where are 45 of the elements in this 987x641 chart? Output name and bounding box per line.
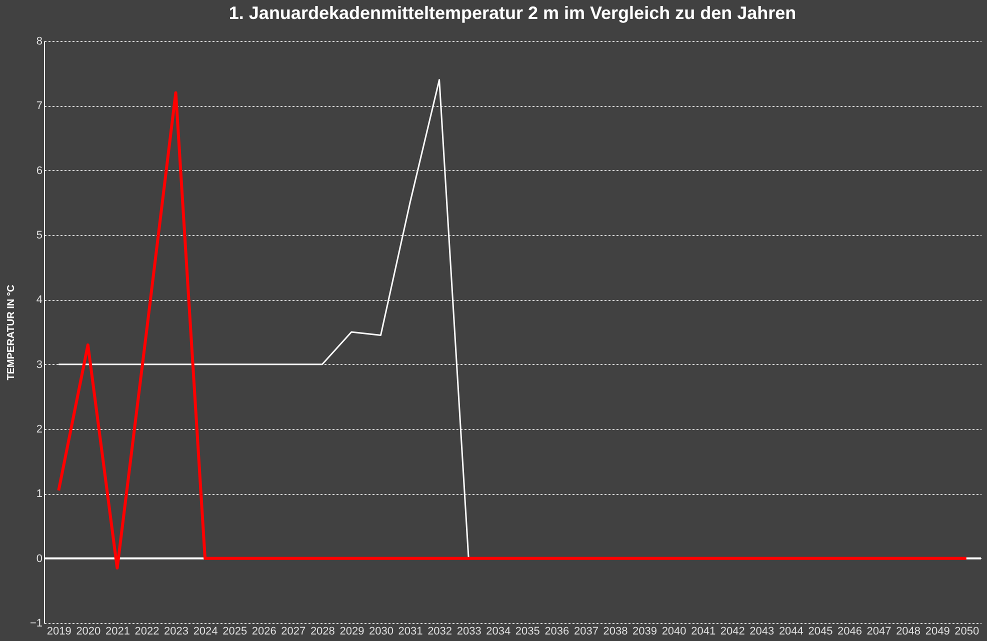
y-tick-label: 2 <box>36 424 42 436</box>
y-tick-label: −1 <box>30 618 42 630</box>
y-tick-label: 8 <box>36 36 42 48</box>
x-tick-label: 2045 <box>808 626 833 638</box>
y-tick-label: 6 <box>36 164 42 177</box>
y-tick-label: 0 <box>36 552 42 565</box>
y-axis-title: TEMPERATUR IN °C <box>6 284 17 380</box>
x-tick-label: 2028 <box>310 626 335 638</box>
y-tick-label: 4 <box>36 294 42 306</box>
x-tick-label: 2031 <box>398 626 423 638</box>
x-tick-label: 2044 <box>778 626 804 638</box>
x-tick-label: 2034 <box>486 626 511 638</box>
x-tick-label: 2036 <box>544 626 570 638</box>
y-tick-label: 5 <box>36 230 42 242</box>
y-tick-label: 7 <box>36 100 42 112</box>
x-tick-label: 2041 <box>691 626 716 638</box>
x-tick-label: 2048 <box>896 626 921 638</box>
x-tick-label: 2024 <box>193 626 218 638</box>
x-tick-label: 2038 <box>603 626 628 638</box>
x-tick-label: 2043 <box>750 626 774 638</box>
chart-title: 1. Januardekadenmitteltemperatur 2 m im Vergleich zu den Jahren <box>228 3 796 23</box>
x-tick-label: 2027 <box>281 626 306 638</box>
x-tick-label: 2040 <box>662 626 686 638</box>
x-tick-label: 2035 <box>515 626 540 638</box>
y-tick-label: 1 <box>36 488 42 500</box>
x-tick-label: 2023 <box>164 626 189 638</box>
x-tick-label: 2030 <box>368 626 394 638</box>
x-tick-label: 2032 <box>428 626 452 638</box>
x-tick-label: 2019 <box>46 626 72 638</box>
x-tick-label: 2025 <box>222 626 248 638</box>
line-series <box>57 91 968 570</box>
x-tick-label: 2049 <box>925 626 950 638</box>
x-tick-label: 2047 <box>866 626 892 638</box>
x-tick-label: 2033 <box>456 626 482 638</box>
x-tick-label: 2022 <box>134 626 160 638</box>
x-tick-label: 2037 <box>574 626 598 638</box>
y-tick-label: 3 <box>36 358 42 371</box>
x-tick-label: 2046 <box>837 626 862 638</box>
x-tick-label: 2021 <box>105 626 130 638</box>
x-tick-label: 2026 <box>252 626 276 638</box>
x-tick-label: 2039 <box>632 626 658 638</box>
x-tick-label: 2042 <box>720 626 745 638</box>
x-tick-label: 2050 <box>954 626 980 638</box>
x-tick-label: 2029 <box>340 626 364 638</box>
x-tick-label: 2020 <box>76 626 101 638</box>
